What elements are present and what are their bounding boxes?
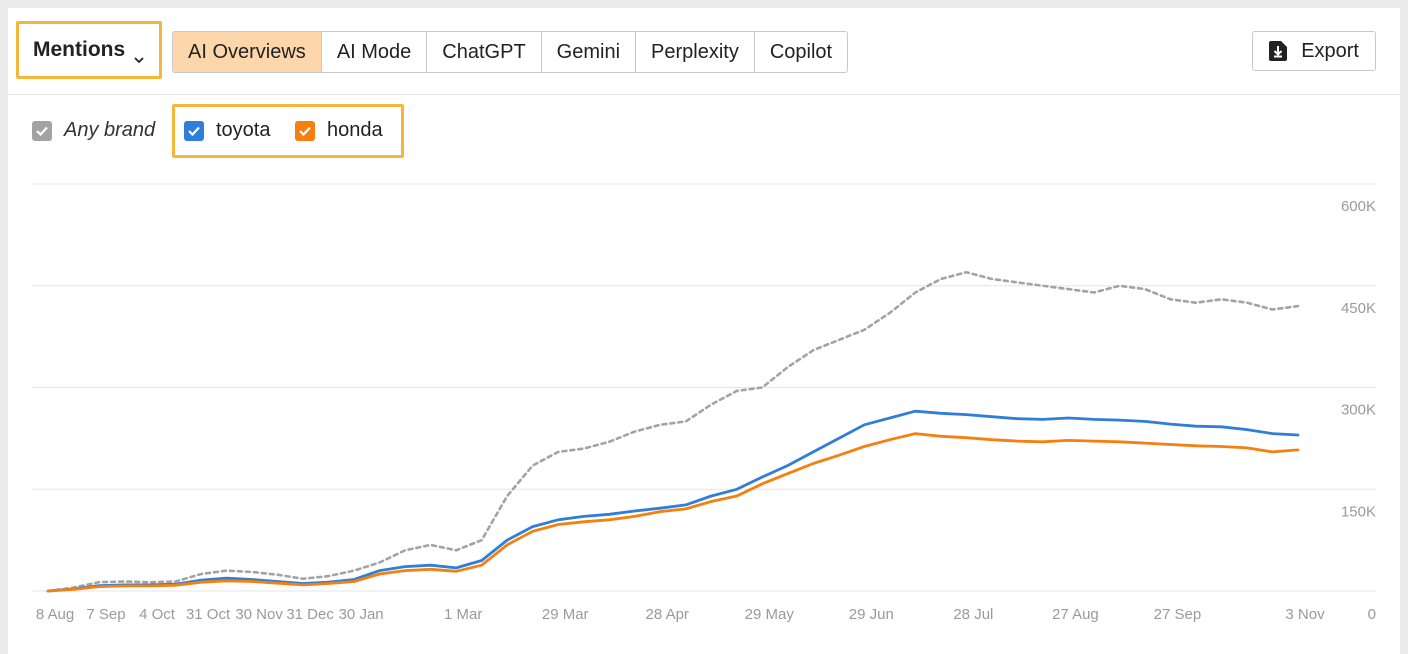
download-icon [1269,41,1288,61]
checkbox-checked-icon[interactable] [32,120,52,141]
x-tick-label: 28 Apr [646,606,689,623]
brand-highlight-box [172,104,404,158]
engine-tabs: AI Overviews AI Mode ChatGPT Gemini Perp… [172,31,849,73]
tab-chatgpt[interactable]: ChatGPT [427,32,542,72]
tab-ai-mode[interactable]: AI Mode [322,32,428,72]
x-tick-label: 4 Oct [139,606,176,623]
y-tick-label: 600K [1341,198,1376,215]
checkbox-checked-icon[interactable] [295,120,315,141]
legend: Any brand toyota honda [8,94,1400,174]
legend-honda[interactable]: honda [295,119,383,142]
x-tick-label: 30 Nov [235,606,283,623]
legend-toyota[interactable]: toyota [184,119,270,142]
x-tick-label: 29 Mar [542,606,589,623]
x-tick-label: 3 Nov [1285,606,1325,623]
legend-any-brand-label: Any brand [64,119,156,141]
x-tick-label: 7 Sep [86,606,125,623]
x-tick-label: 1 Mar [444,606,482,623]
export-label: Export [1301,39,1359,62]
y-tick-label: 150K [1341,503,1376,520]
legend-any-brand[interactable]: Any brand [32,119,155,142]
x-tick-label: 27 Aug [1052,606,1099,623]
tab-ai-overviews[interactable]: AI Overviews [173,32,322,72]
series-line-honda[interactable] [46,432,1300,593]
y-tick-label: 300K [1341,402,1376,419]
tab-gemini[interactable]: Gemini [542,32,637,72]
metric-dropdown[interactable]: Mentions [16,21,162,79]
y-tick-label: 0 [1368,606,1376,623]
series-line-toyota[interactable] [46,409,1300,593]
series-line-any-brand[interactable] [46,270,1300,593]
x-tick-label: 27 Sep [1154,606,1202,623]
metric-dropdown-label: Mentions [33,38,126,61]
export-button[interactable]: Export [1252,31,1376,71]
x-tick-label: 31 Oct [186,606,231,623]
chevron-down-icon [134,46,144,64]
legend-toyota-label: toyota [216,119,271,141]
toolbar: Mentions AI Overviews AI Mode ChatGPT Ge… [8,8,1400,95]
tab-copilot[interactable]: Copilot [769,41,833,63]
x-tick-label: 31 Dec [286,606,334,623]
tab-perplexity[interactable]: Perplexity [636,32,755,72]
checkbox-checked-icon[interactable] [184,120,204,141]
x-tick-label: 28 Jul [953,606,993,623]
x-tick-label: 8 Aug [36,606,74,623]
x-tick-label: 30 Jan [339,606,384,623]
x-tick-label: 29 Jun [849,606,894,623]
chart-card: Mentions AI Overviews AI Mode ChatGPT Ge… [8,8,1400,654]
x-tick-label: 29 May [745,606,795,623]
legend-honda-label: honda [327,119,383,141]
y-tick-label: 450K [1341,300,1376,317]
